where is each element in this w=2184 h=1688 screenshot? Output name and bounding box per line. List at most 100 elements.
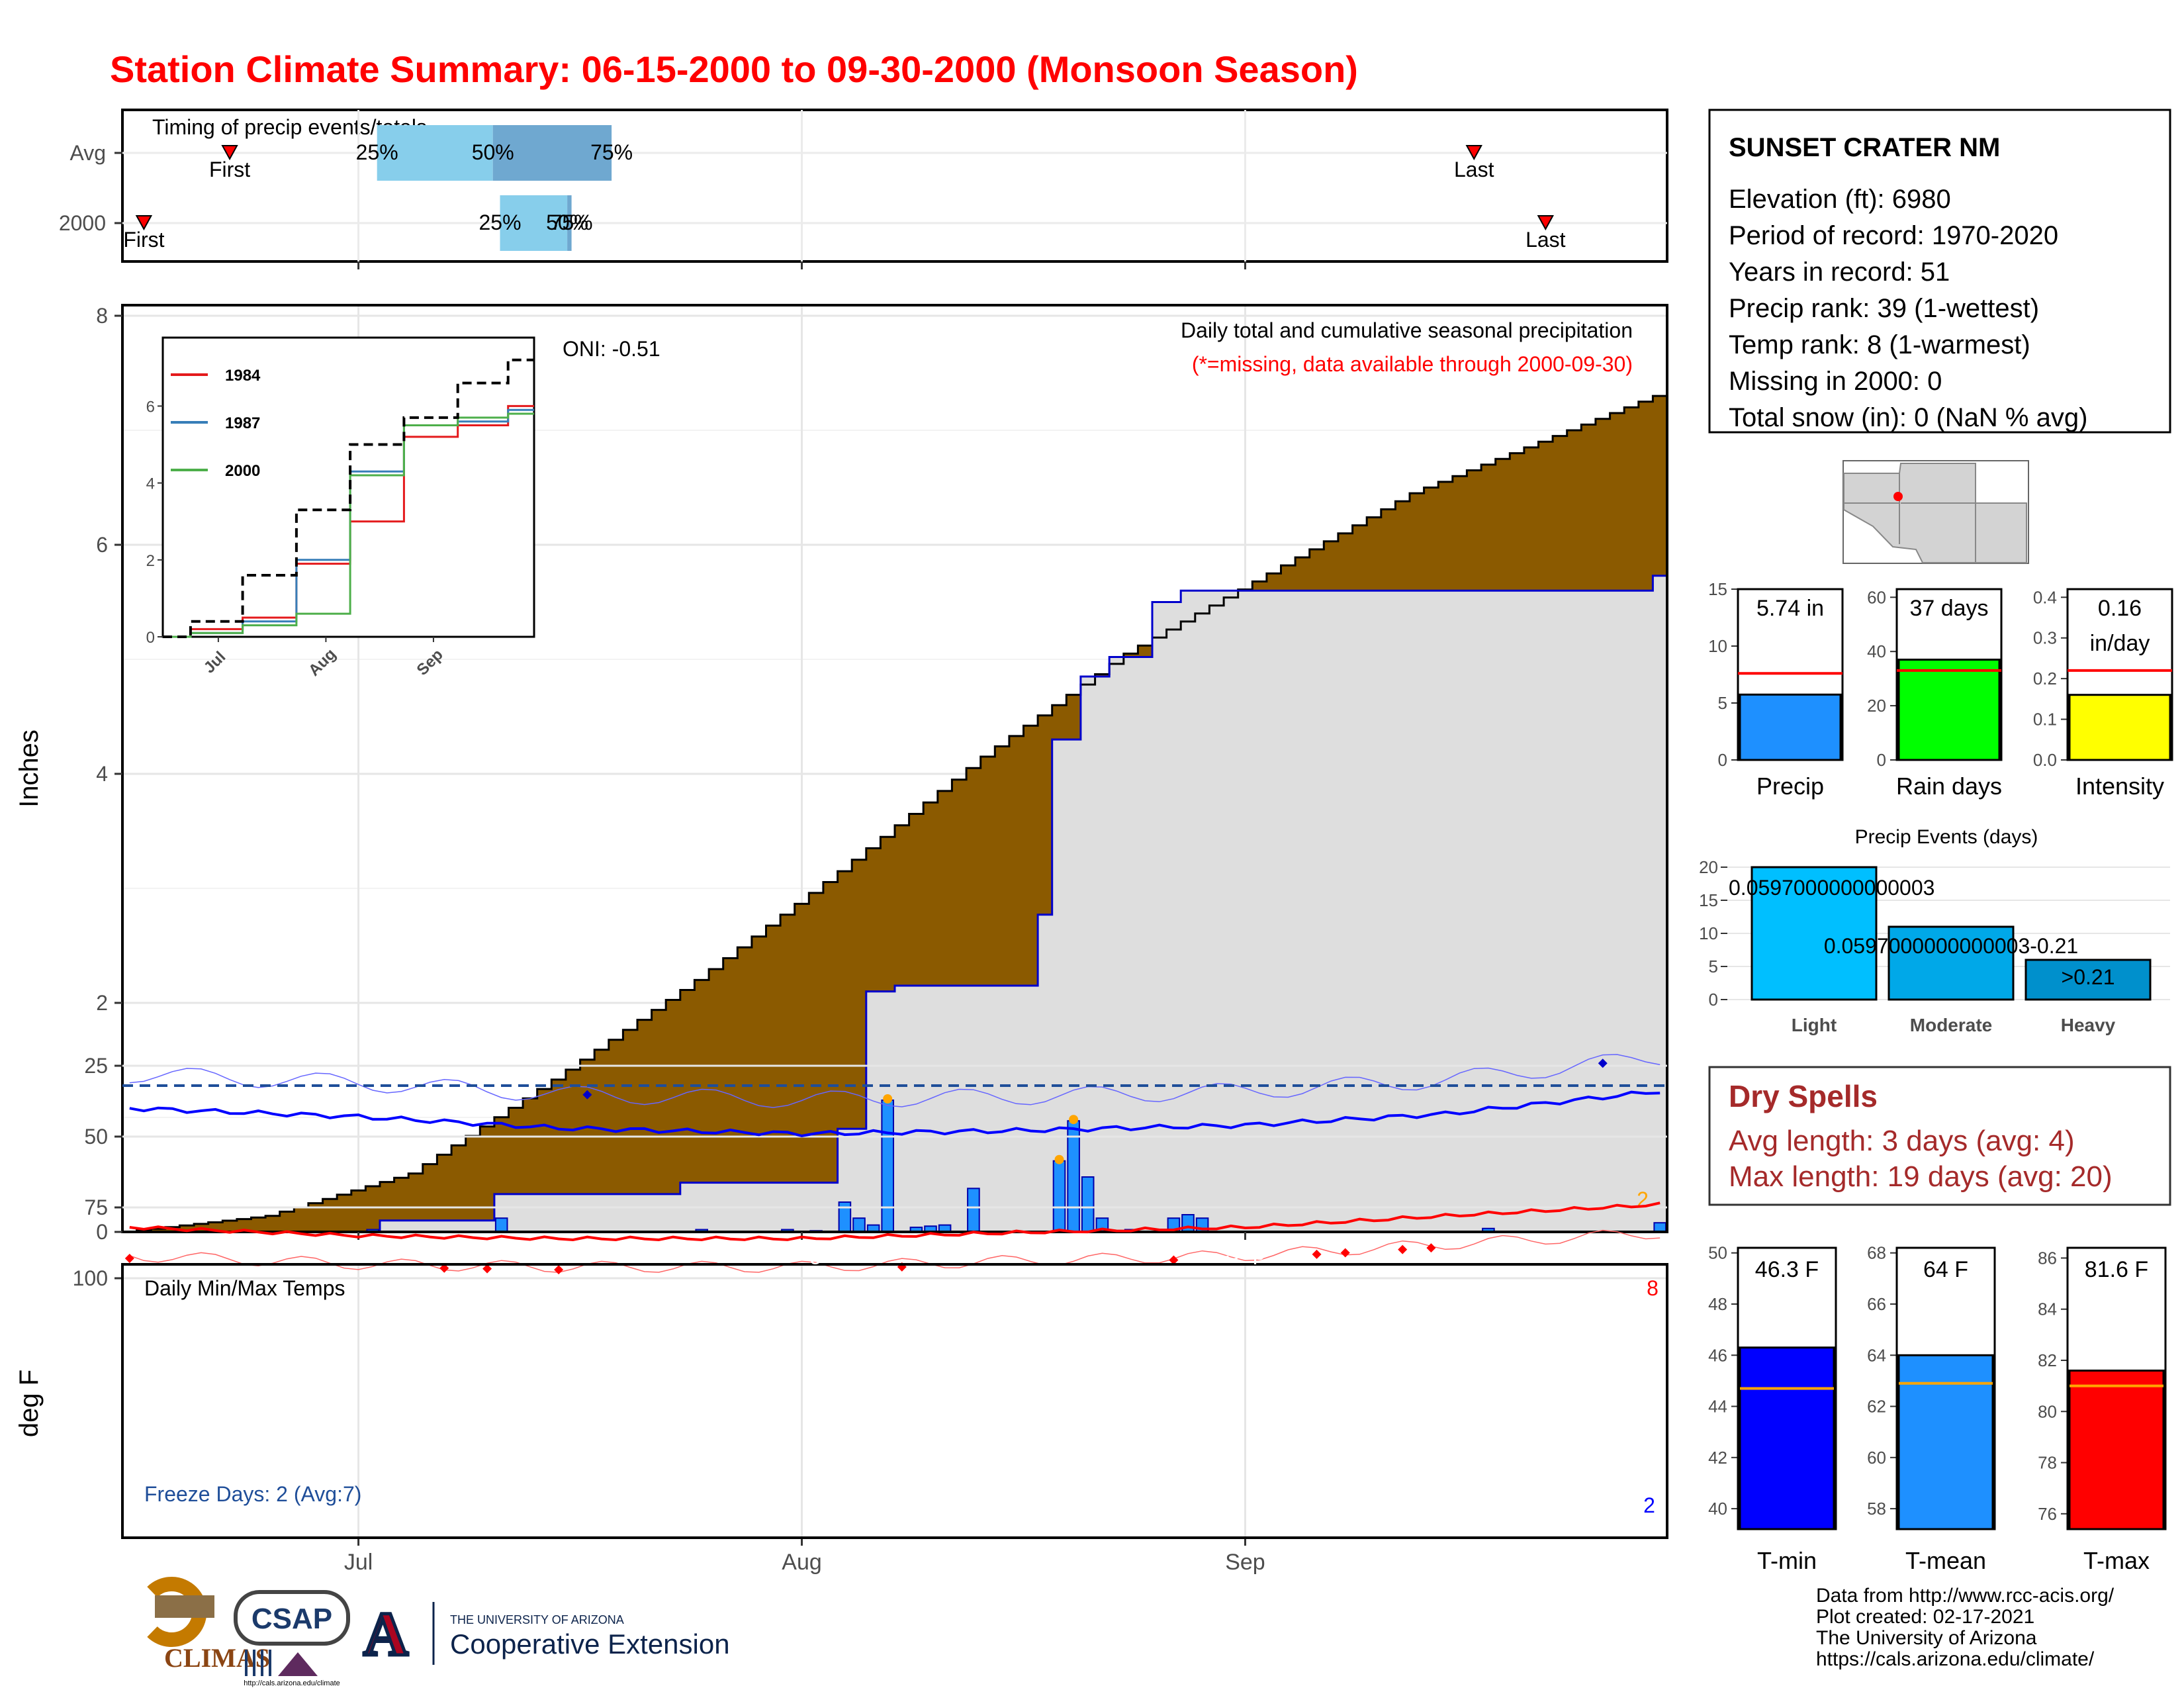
summary-bar-value-label: 37 days	[1909, 596, 1988, 621]
summary-y-tick-label: 0	[1718, 750, 1727, 770]
temp-summary-y-tick-label: 78	[2038, 1453, 2057, 1473]
dry-spells-title: Dry Spells	[1729, 1079, 1878, 1113]
record-high-marker	[1398, 1244, 1408, 1254]
map-state-lines	[1844, 463, 1976, 563]
station-info-box: SUNSET CRATER NM Elevation (ft): 6980 Per…	[1708, 109, 2171, 434]
y-tick-label: 6	[96, 533, 108, 557]
precip-events-chart: Precip Events (days) 0 5 10 15 20 Light Modera…	[1699, 826, 2170, 1035]
station-detail-line: Years in record: 51	[1729, 258, 1950, 287]
freeze-count-label: 2	[1643, 1493, 1655, 1517]
dry-spells-avg: Avg length: 3 days (avg: 4)	[1729, 1125, 2075, 1157]
inset-legend-label: 1987	[225, 414, 260, 432]
csap-rain-lines	[245, 1650, 271, 1676]
temp-panel-frame	[121, 1263, 1668, 1539]
temp-summary-y-tick-label: 50	[1708, 1243, 1727, 1263]
record-high-marker	[1340, 1248, 1350, 1258]
temp-y-tick-label: 75	[84, 1196, 108, 1219]
station-detail-line: Missing in 2000: 0	[1729, 367, 1942, 396]
station-detail-line: Period of record: 1970-2020	[1729, 221, 2058, 250]
extreme-day-marker	[1069, 1115, 1079, 1125]
station-detail-line: Total snow (in): 0 (NaN % avg)	[1729, 403, 2087, 432]
temp-panel-bg	[122, 1264, 1667, 1538]
events-category-label: Heavy	[2061, 1015, 2116, 1035]
freeze-days-label: Freeze Days: 2 (Avg:7)	[144, 1482, 361, 1506]
temp-summary-category-label: T-min	[1757, 1547, 1817, 1574]
record-high-marker	[1169, 1255, 1179, 1265]
temp-summary-y-tick-label: 48	[1708, 1294, 1727, 1314]
temp-summary-y-tick-label: 76	[2038, 1504, 2057, 1524]
avg-tmax-line	[129, 1201, 1661, 1242]
summary-y-tick-label: 60	[1867, 587, 1886, 607]
timing-last-label: Last	[1525, 228, 1566, 252]
temp-panel-title: Daily Min/Max Temps	[144, 1276, 345, 1300]
timing-p25-label: 25%	[356, 140, 398, 164]
temp-summary-category-label: T-max	[2083, 1547, 2150, 1574]
temp-ylabel: deg F	[15, 1370, 44, 1437]
csap-cloud	[234, 1590, 350, 1646]
record-high-marker	[439, 1263, 449, 1273]
missing-note: (*=missing, data available through 2000-…	[1192, 352, 1633, 376]
map-land	[1843, 463, 2027, 563]
summary-y-tick-label: 20	[1867, 696, 1886, 716]
extreme-day-marker	[883, 1094, 893, 1103]
timing-last-marker	[1465, 145, 1482, 161]
page-title: Station Climate Summary: 06-15-2000 to 0…	[110, 48, 1358, 90]
precip-subtitle: Daily total and cumulative seasonal prec…	[1181, 318, 1633, 342]
summary-y-tick-label: 5	[1718, 693, 1727, 713]
temp-summary-bar	[1897, 1354, 1994, 1530]
station-box-frame	[1708, 109, 2171, 434]
precip-data	[122, 395, 1667, 1233]
inset-series-line-2000	[163, 412, 534, 638]
station-detail-line: Temp rank: 8 (1-warmest)	[1729, 330, 2030, 359]
summary-y-tick-label: 0.4	[2033, 587, 2057, 607]
oni-label-visible: ONI: -0.51	[563, 337, 660, 361]
footer-line: The University of Arizona	[1816, 1627, 2037, 1649]
daily-precip-bar	[494, 1217, 508, 1233]
temp-y-tick-label: 100	[73, 1266, 108, 1290]
ua-small-text: THE UNIVERSITY OF ARIZONA	[450, 1613, 624, 1626]
summary-y-tick-label: 0.1	[2033, 710, 2057, 729]
events-y-tick-label: 5	[1709, 957, 1718, 976]
temp-summary-y-tick-label: 86	[2038, 1248, 2057, 1268]
daily-precip-bar	[967, 1188, 980, 1233]
record-high-line	[129, 1229, 1661, 1273]
precip-x-axis-labels: Jul Aug Sep	[344, 1240, 1265, 1265]
logo-csap: CSAP http://cals.arizona.edu/climate	[234, 1590, 350, 1687]
temp-summary-y-tick-label: 62	[1867, 1397, 1886, 1417]
summary-bar-value	[1739, 693, 1842, 761]
inset-y-tick-label: 4	[146, 475, 155, 493]
temp-y-tick-label: 50	[84, 1125, 108, 1149]
daily-precip-bar	[852, 1217, 866, 1233]
inset-average-line	[163, 358, 534, 638]
timing-p25-label: 25%	[479, 211, 522, 234]
temp-x-tick-label: Aug	[782, 1550, 822, 1575]
inset-y-tick-label: 0	[146, 629, 155, 647]
events-y-tick-label: 15	[1699, 890, 1718, 910]
footer-line: https://cals.arizona.edu/climate/	[1816, 1648, 2095, 1670]
daily-precip-bar	[881, 1100, 895, 1233]
csap-mountain	[278, 1652, 318, 1676]
temp-summary-value-label: 46.3 F	[1755, 1257, 1819, 1282]
timing-first-label: First	[209, 158, 250, 181]
precip-ylabel: Inches	[15, 729, 44, 808]
events-bars: 0 5 10 15 20 Light Moderate Heavy 0.059700000000…	[1699, 857, 2170, 1035]
climas-wordmark: CLIMAS	[164, 1643, 270, 1673]
csap-wordmark: CSAP	[251, 1603, 332, 1635]
timing-first-label: First	[123, 228, 164, 252]
summary-y-tick-label: 40	[1867, 641, 1886, 661]
station-details: Elevation (ft): 6980 Period of record: 19…	[1729, 185, 2087, 432]
temp-y-tick-label: 25	[84, 1054, 108, 1078]
temp-summary-y-tick-label: 44	[1708, 1397, 1727, 1417]
timing-first-marker	[135, 215, 153, 231]
summary-y-tick-label: 0.0	[2033, 750, 2057, 770]
summary-bar-value-label: 5.74 in	[1756, 596, 1824, 621]
temp-summary-bar	[2068, 1370, 2165, 1530]
events-bar	[1888, 925, 2015, 1001]
temp-summary-y-tick-label: 40	[1708, 1499, 1727, 1519]
cumulative-precip-line	[122, 575, 1667, 1233]
temp-summary-y-tick-label: 46	[1708, 1345, 1727, 1365]
temp-summary-y-tick-label: 68	[1867, 1243, 1886, 1263]
temp-summary-y-tick-label: 84	[2038, 1299, 2057, 1319]
